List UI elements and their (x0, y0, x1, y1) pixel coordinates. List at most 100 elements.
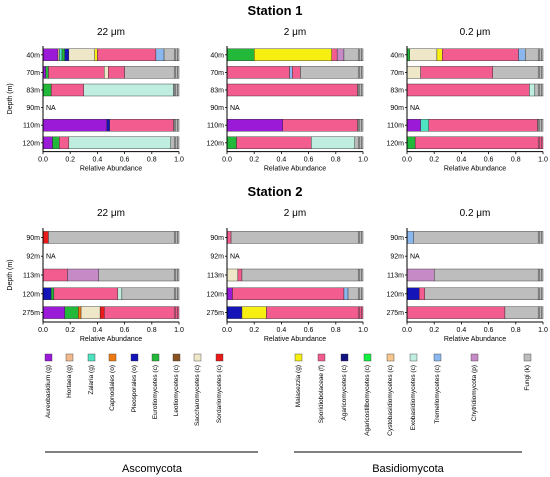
x-axis-label: Relative Abundance (80, 336, 142, 343)
bar-segment (226, 66, 290, 79)
bar-segment (311, 136, 356, 150)
ascomycota-label: Ascomycota (122, 463, 183, 475)
bar-segment (42, 306, 65, 319)
bar-segment (226, 136, 237, 150)
bar-segment (48, 66, 105, 79)
legend-swatch (340, 353, 349, 362)
bar-segment (226, 268, 239, 282)
depth-tick-label: 120m (206, 291, 224, 298)
legend-swatch (193, 353, 202, 362)
depth-tick-label: 90m (390, 235, 404, 242)
depth-tick-label: 92m (26, 254, 40, 261)
x-tick-label: 0.8 (511, 157, 521, 164)
legend-item: Sordariomycetes (c) (215, 353, 224, 423)
bar-segment (226, 118, 283, 132)
bar-segment (534, 83, 544, 97)
x-axis-label: Relative Abundance (444, 336, 506, 343)
depth-tick-label: 40m (390, 52, 404, 59)
bar-segment (518, 48, 526, 61)
bar-segment (42, 231, 49, 244)
legend-item: Pleosporales (o) (130, 353, 139, 412)
bar-segment (59, 48, 63, 61)
legend-item: Cystobasidiomycetes (c) (386, 353, 395, 436)
legend-label: Chytridiomycota (p) (471, 365, 478, 421)
bar-segment (109, 118, 174, 132)
x-tick-label: 0.4 (457, 157, 467, 164)
bar-segment (236, 136, 312, 150)
depth-tick-label: 70m (26, 70, 40, 77)
panel-subtitle: 22 μm (97, 27, 125, 38)
bar-segment (98, 268, 180, 282)
panel-subtitle: 2 μm (284, 27, 306, 38)
bar-segment (406, 66, 421, 79)
x-tick-label: 0.6 (304, 157, 314, 164)
bar-segment (253, 48, 332, 61)
x-axis-label: Relative Abundance (80, 166, 142, 173)
legend-label: Sporidiobolaceae (f) (318, 365, 325, 423)
bar-segment (42, 136, 53, 150)
legend-swatch (470, 353, 479, 362)
bar-segment (537, 118, 544, 132)
x-axis-label: Relative Abundance (264, 336, 326, 343)
legend-swatch (151, 353, 160, 362)
legend-label: Exobasidiomycetes (c) (410, 365, 417, 430)
depth-tick-label: 90m (26, 235, 40, 242)
bar-segment (357, 83, 364, 97)
bar-segment (42, 83, 52, 97)
x-tick-label: 0.2 (249, 327, 259, 334)
x-tick-label: 0.8 (331, 157, 341, 164)
x-tick-label: 0.2 (249, 157, 259, 164)
x-tick-label: 0.6 (484, 327, 494, 334)
na-label: NA (410, 105, 420, 112)
na-label: NA (410, 254, 420, 261)
bar-segment (292, 66, 301, 79)
x-tick-label: 0.0 (222, 157, 232, 164)
legend-swatch (294, 353, 303, 362)
bar-segment (266, 306, 364, 319)
panel-subtitle: 2 μm (284, 208, 306, 219)
legend-item: Tremellomycetes (c) (433, 353, 442, 424)
x-tick-label: 1.0 (538, 157, 548, 164)
depth-tick-label: 90m (390, 105, 404, 112)
depth-tick-label: 83m (26, 88, 40, 95)
legend-swatch (108, 353, 117, 362)
x-tick-label: 0.6 (484, 157, 494, 164)
x-tick-label: 0.4 (457, 327, 467, 334)
legend-swatch (65, 353, 74, 362)
depth-tick-label: 120m (386, 140, 404, 147)
depth-tick-label: 120m (206, 140, 224, 147)
depth-tick-label: 83m (390, 88, 404, 95)
bar-segment (413, 231, 544, 244)
panel-s1-22m: 22 μm 40m 70m 83m 90m NA 110m 120m 0.0 0.2 0.4 0.6 0… (7, 27, 184, 173)
bar-segment (68, 48, 95, 61)
legend-label: Leotiomycetes (c) (173, 365, 180, 416)
bar-segment (226, 306, 243, 319)
na-label: NA (46, 105, 56, 112)
legend-label: Zalaria (g) (88, 365, 95, 395)
legend-label: Cystobasidiomycetes (c) (387, 365, 394, 436)
x-tick-label: 0.0 (222, 327, 232, 334)
bar-segment (94, 48, 98, 61)
legend-label: Fungi (k) (524, 365, 531, 391)
panel-s2-0_2m: 0.2 μm 90m 92m NA 113m 120m 275m 0.0 0.2 0.4 0.6 0.… (386, 208, 547, 343)
panel-s1-0_2m: 0.2 μm 40m 70m 83m 90m NA 110m 120m 0.0 0.2 0.4 0.6… (386, 27, 547, 173)
bar-segment (237, 268, 243, 282)
bar-segment (42, 268, 68, 282)
bar-segment (103, 66, 109, 79)
legend-item: Eurotiomycetes (c) (151, 353, 160, 419)
bar-segment (406, 287, 420, 300)
depth-tick-label: 113m (207, 273, 224, 280)
legend: Aureobasidium (g) Hortaea (g) Zalaria (g) C… (44, 353, 532, 436)
bar-segment (336, 48, 345, 61)
bar-segment (64, 48, 70, 61)
legend-swatch (172, 353, 181, 362)
legend-swatch (363, 353, 372, 362)
na-label: NA (46, 254, 56, 261)
bar-segment (226, 48, 255, 61)
legend-swatch (433, 353, 442, 362)
bar-segment (442, 48, 519, 61)
depth-tick-label: 90m (210, 105, 224, 112)
bar-segment (420, 118, 429, 132)
bar-segment (45, 66, 49, 79)
x-tick-label: 0.0 (38, 157, 48, 164)
